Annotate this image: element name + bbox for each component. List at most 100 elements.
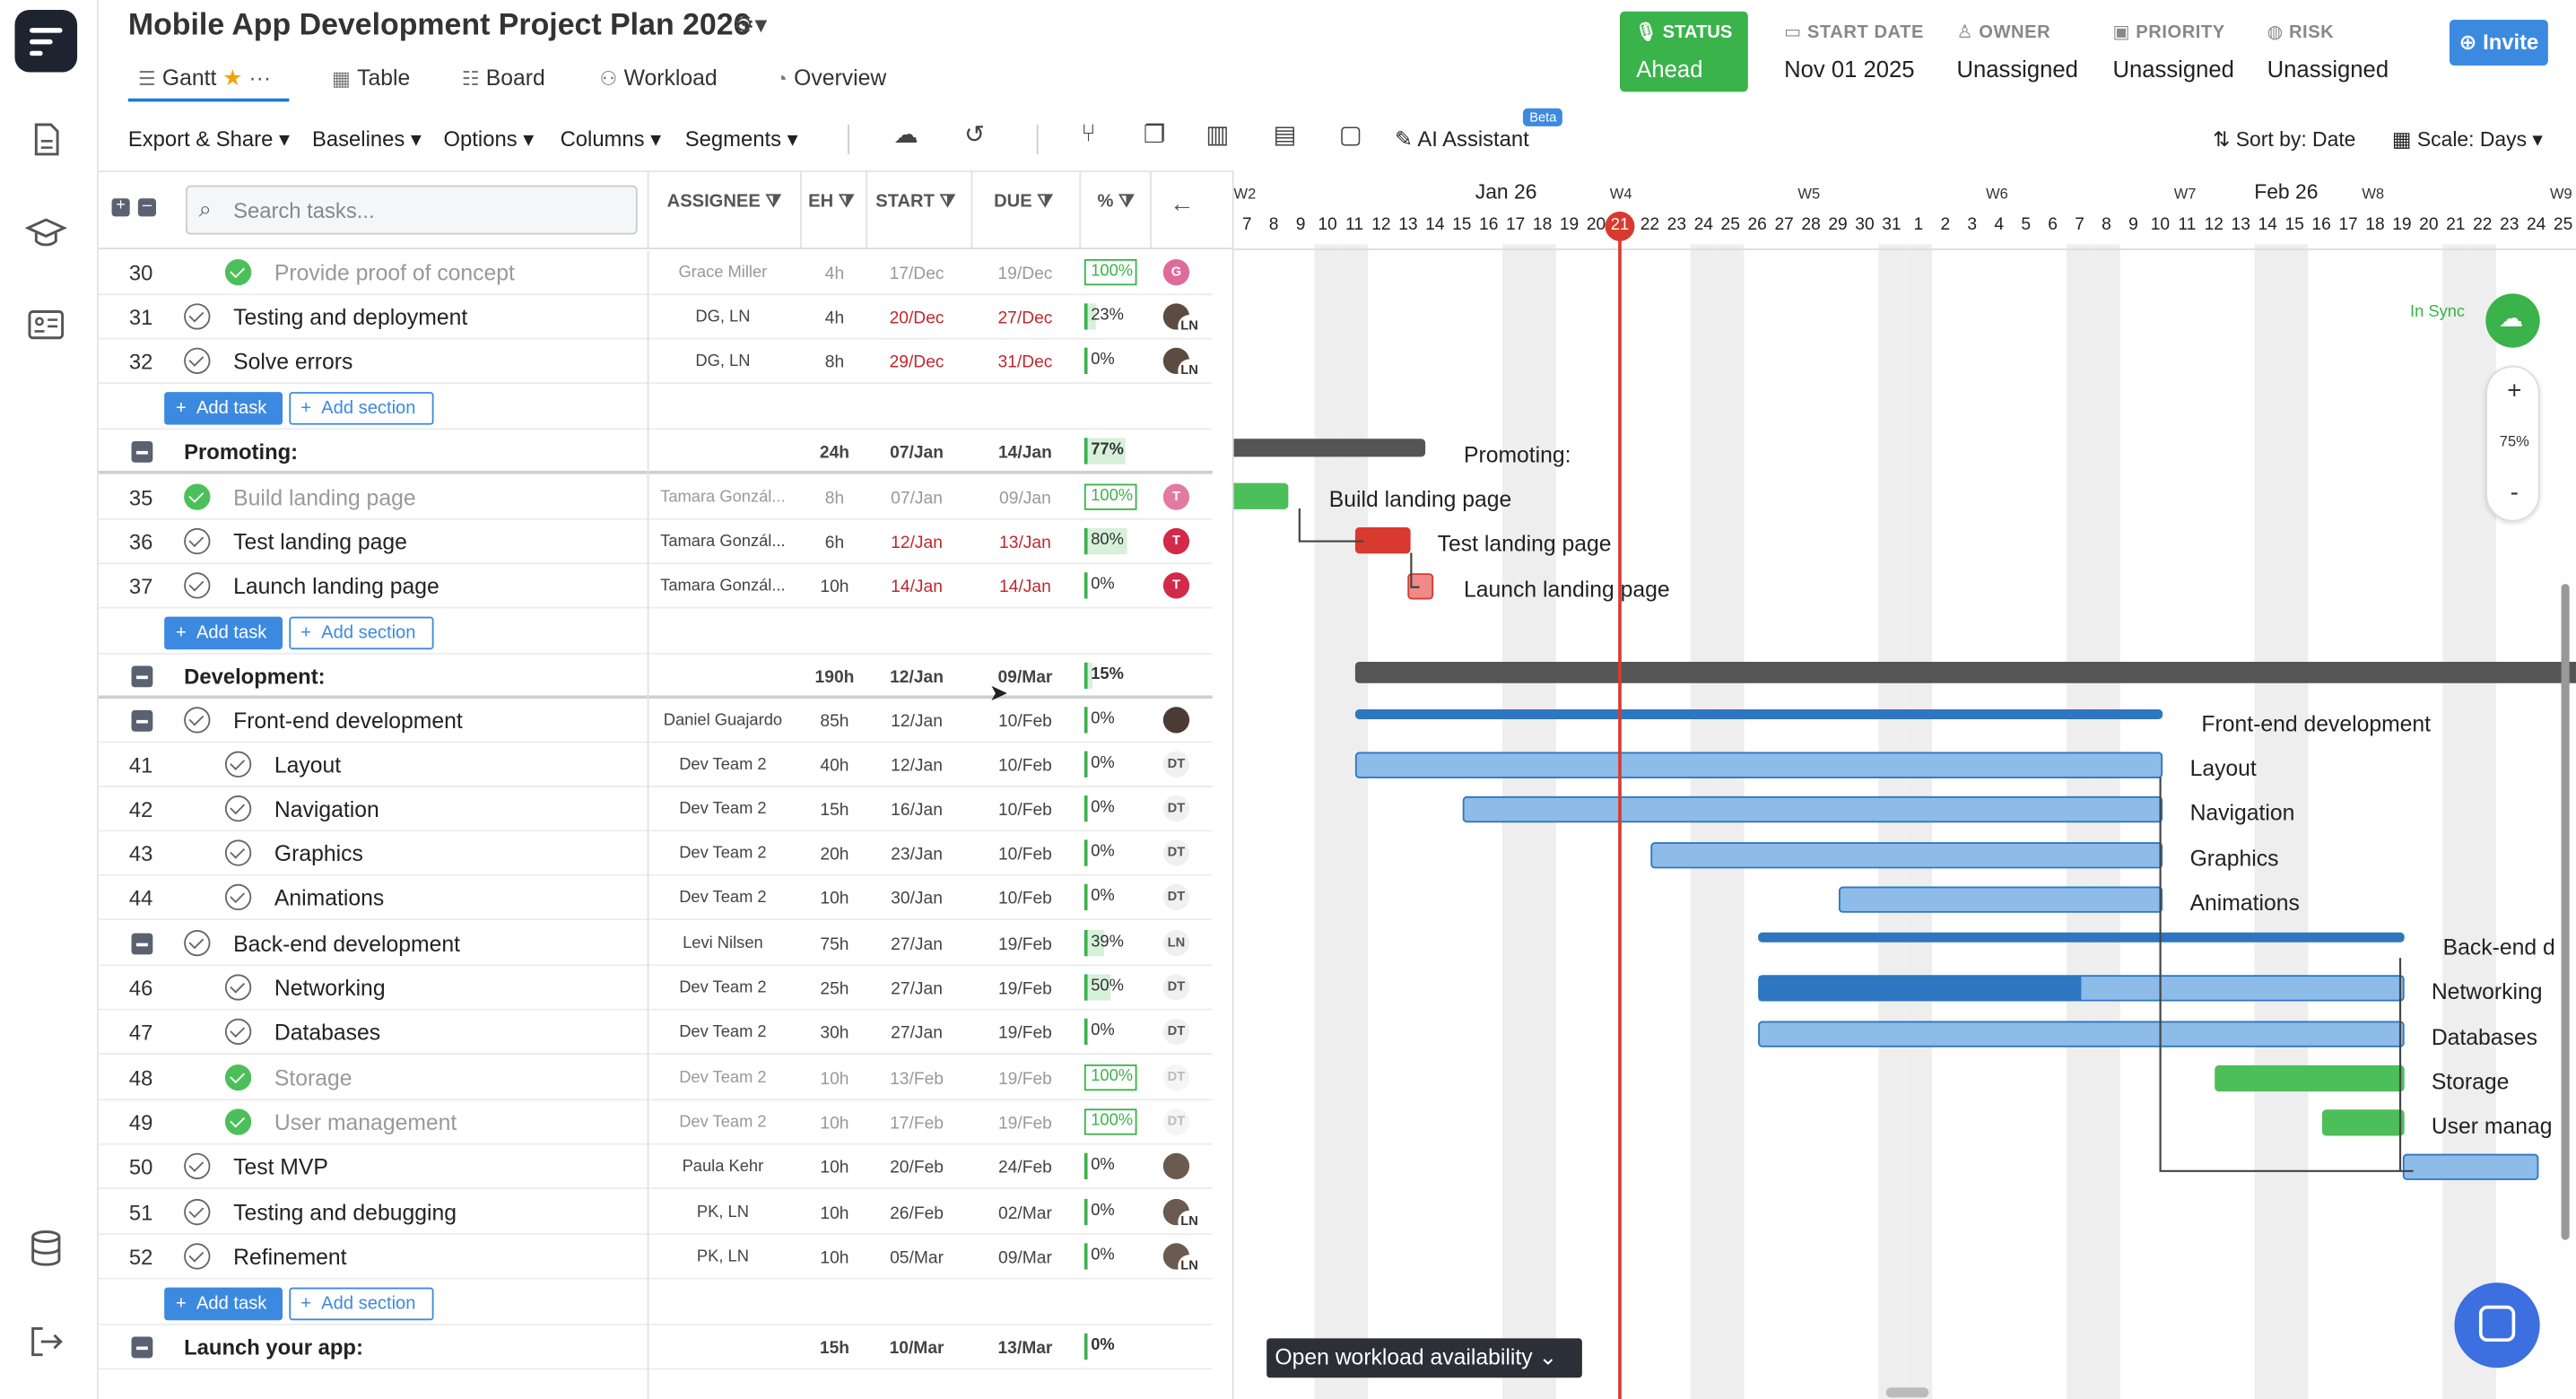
undo-icon[interactable]: ↺ <box>964 121 986 150</box>
tab-workload[interactable]: ⚇ Workload <box>599 65 718 91</box>
sort-by-menu[interactable]: ⇅ Sort by: Date <box>2213 127 2356 152</box>
section-row[interactable]: Launch your app: 15h 10/Mar 13/Mar 0% <box>98 1325 1213 1370</box>
add-task-button[interactable]: + Add task <box>164 392 283 425</box>
table-row[interactable]: 50 Test MVP Paula Kehr 10h 20/Feb 24/Feb 0% <box>98 1145 1213 1189</box>
check-icon[interactable] <box>224 839 252 866</box>
check-icon[interactable] <box>184 707 211 734</box>
check-icon[interactable] <box>184 303 211 330</box>
add-section-button[interactable]: + Add section <box>289 1287 434 1321</box>
completed-check-icon[interactable] <box>224 1064 252 1091</box>
table-row[interactable]: 48 Storage Dev Team 2 10h 13/Feb 19/Feb 100% DT <box>98 1056 1213 1101</box>
zoom-in-button[interactable]: + <box>2507 377 2522 405</box>
completed-check-icon[interactable] <box>184 483 211 510</box>
check-icon[interactable] <box>184 1243 211 1270</box>
project-title[interactable]: Mobile App Development Project Plan 2026 <box>127 6 751 41</box>
check-icon[interactable] <box>224 1018 252 1046</box>
expand-all-icon[interactable]: + <box>111 197 130 217</box>
check-icon[interactable] <box>184 527 211 555</box>
table-row[interactable]: Back-end development Levi Nilsen 75h 27/Jan… <box>98 922 1213 967</box>
column-header-pct[interactable]: % ⧩ <box>1097 191 1136 212</box>
table-row[interactable]: 46 Networking Dev Team 2 25h 27/Jan 19/Feb 50%… <box>98 966 1213 1011</box>
check-icon[interactable] <box>224 751 252 778</box>
more-icon[interactable]: ··· <box>248 65 272 91</box>
add-task-button[interactable]: + Add task <box>164 1287 283 1321</box>
check-icon[interactable] <box>224 974 252 1001</box>
collapse-icon[interactable] <box>131 665 153 688</box>
add-section-button[interactable]: + Add section <box>289 392 434 425</box>
collapse-icon[interactable] <box>131 933 153 955</box>
search-input[interactable]: ⌕ Search tasks... <box>185 185 638 235</box>
column-header-assignee[interactable]: ASSIGNEE ⧩ <box>666 191 782 212</box>
check-icon[interactable] <box>184 347 211 374</box>
table-row[interactable]: 44 Animations Dev Team 2 10h 30/Jan 10/Feb 0% D… <box>98 876 1213 921</box>
map-icon[interactable]: ▥ <box>1205 121 1230 150</box>
collapse-panel-arrow-icon[interactable]: ← <box>1170 190 1195 219</box>
table-row[interactable]: 35 Build landing page Tamara Gonzál... 8h 07… <box>98 475 1213 520</box>
scale-menu[interactable]: ▦ Scale: Days ▾ <box>2391 127 2543 152</box>
collapse-icon[interactable] <box>131 1336 153 1359</box>
graduation-cap-icon[interactable] <box>24 212 67 255</box>
gantt-chart[interactable]: 7891011121314151617181920212223242526272… <box>1231 170 2576 1399</box>
table-row[interactable]: 52 Refinement PK, LN 10h 05/Mar 09/Mar 0% LN <box>98 1235 1213 1280</box>
column-header-due[interactable]: DUE ⧩ <box>994 191 1054 212</box>
horizontal-scrollbar[interactable] <box>1885 1387 1929 1398</box>
ai-assistant-button[interactable]: ✎ AI Assistant <box>1395 126 1529 152</box>
table-row[interactable]: 42 Navigation Dev Team 2 15h 16/Jan 10/Feb 0% D… <box>98 787 1213 832</box>
table-row[interactable]: 43 Graphics Dev Team 2 20h 23/Jan 10/Feb 0% DT <box>98 831 1213 876</box>
check-icon[interactable] <box>184 572 211 599</box>
table-row[interactable]: Front-end development Daniel Guajardo 85h 1… <box>98 699 1213 743</box>
collapse-icon[interactable] <box>131 709 153 732</box>
copy-icon[interactable]: ❐ <box>1143 121 1166 150</box>
table-row[interactable]: 47 Databases Dev Team 2 30h 27/Jan 19/Feb 0% DT <box>98 1011 1213 1055</box>
column-header-eh[interactable]: EH ⧩ <box>808 191 855 212</box>
tab-board[interactable]: ☷ Board <box>461 65 545 91</box>
owner-value[interactable]: Unassigned <box>1956 56 2078 83</box>
sync-button[interactable]: ☁ <box>2485 293 2540 348</box>
zoom-out-button[interactable]: - <box>2510 479 2519 508</box>
table-row[interactable]: 49 User management Dev Team 2 10h 17/Feb 19/F… <box>98 1100 1213 1145</box>
completed-check-icon[interactable] <box>224 258 252 286</box>
start-date-value[interactable]: Nov 01 2025 <box>1784 56 1915 83</box>
collapse-icon[interactable] <box>131 440 153 463</box>
tab-overview[interactable]: ◔ Overview <box>775 65 887 91</box>
collapse-all-icon[interactable]: – <box>137 197 157 217</box>
star-icon[interactable]: ★ <box>222 65 243 91</box>
add-task-button[interactable]: + Add task <box>164 616 283 650</box>
add-section-button[interactable]: + Add section <box>289 616 434 650</box>
column-header-start[interactable]: START ⧩ <box>875 191 956 212</box>
check-icon[interactable] <box>184 1152 211 1179</box>
tab-gantt[interactable]: ☰ Gantt ★ ··· <box>137 65 272 91</box>
table-row[interactable]: 30 Provide proof of concept Grace Miller 4h… <box>98 251 1213 296</box>
baselines-menu[interactable]: Baselines ▾ <box>312 126 422 152</box>
options-menu[interactable]: Options ▾ <box>443 126 535 152</box>
document-icon[interactable] <box>24 118 67 161</box>
table-row[interactable]: 36 Test landing page Tamara Gonzál... 6h 12/… <box>98 520 1213 565</box>
chat-button[interactable] <box>2454 1282 2540 1369</box>
check-icon[interactable] <box>224 795 252 822</box>
export-share-menu[interactable]: Export & Share ▾ <box>127 126 290 152</box>
risk-value[interactable]: Unassigned <box>2267 56 2389 83</box>
comment-icon[interactable]: ▢ <box>1338 121 1362 150</box>
table-row[interactable]: 37 Launch landing page Tamara Gonzál... 10h… <box>98 564 1213 609</box>
cloud-icon[interactable]: ☁ <box>893 121 918 150</box>
vertical-scrollbar[interactable] <box>2561 584 2570 1240</box>
contact-card-icon[interactable] <box>24 303 67 346</box>
logout-icon[interactable] <box>24 1320 67 1363</box>
columns-menu[interactable]: Columns ▾ <box>560 126 662 152</box>
completed-check-icon[interactable] <box>224 1108 252 1135</box>
check-icon[interactable] <box>224 883 252 911</box>
segments-menu[interactable]: Segments ▾ <box>684 126 798 152</box>
status-badge[interactable]: 🎙 STATUS Ahead <box>1619 11 1748 92</box>
check-icon[interactable] <box>184 1198 211 1226</box>
database-icon[interactable] <box>24 1227 67 1270</box>
invite-button[interactable]: ⊕ Invite <box>2449 19 2548 66</box>
open-workload-availability-button[interactable]: Open workload availability ⌄ <box>1266 1338 1582 1378</box>
table-row[interactable]: 41 Layout Dev Team 2 40h 12/Jan 10/Feb 0% DT <box>98 743 1213 787</box>
tab-table[interactable]: ▦ Table <box>331 65 411 91</box>
table-row[interactable]: 31 Testing and deployment DG, LN 4h 20/Dec 27… <box>98 295 1213 340</box>
section-row[interactable]: Promoting: 24h 07/Jan 14/Jan 77% <box>98 430 1213 474</box>
table-row[interactable]: 51 Testing and debugging PK, LN 10h 26/Feb 02… <box>98 1191 1213 1236</box>
gear-icon[interactable]: ⚙▾ <box>732 11 768 39</box>
priority-value[interactable]: Unassigned <box>2112 56 2234 83</box>
branch-icon[interactable]: ⑂ <box>1081 119 1096 148</box>
